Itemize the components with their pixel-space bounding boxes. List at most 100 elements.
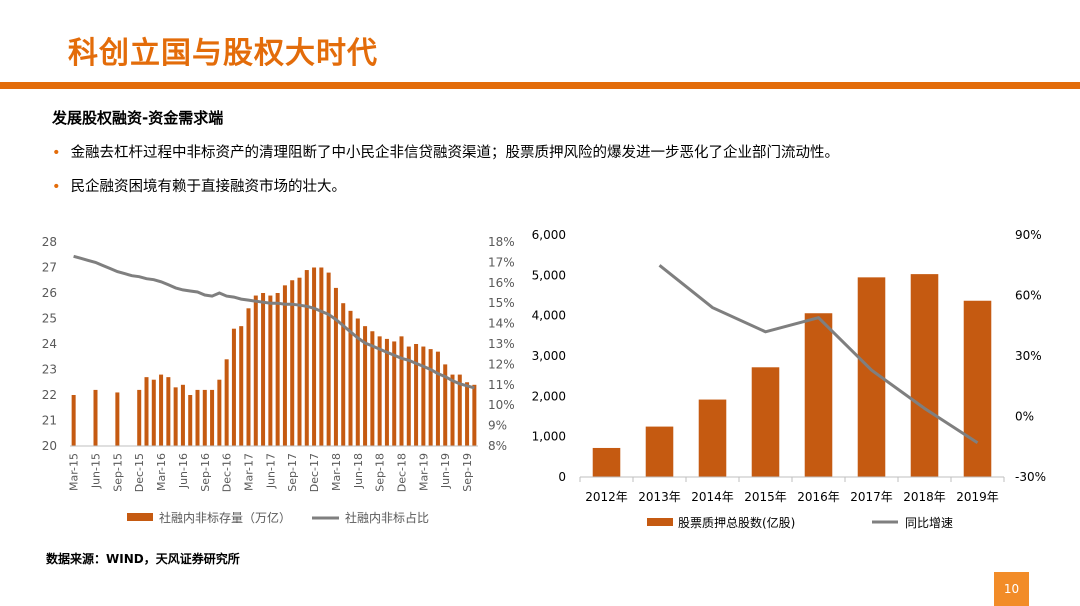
bar-pledged-shares	[804, 313, 833, 477]
line-nonstandard-ratio	[73, 254, 475, 390]
bar-nonstandard-stock	[450, 374, 455, 446]
bar-nonstandard-stock	[137, 389, 142, 446]
bar-nonstandard-stock	[443, 364, 448, 446]
bar-nonstandard-stock	[319, 267, 324, 446]
bar-nonstandard-stock	[173, 387, 178, 446]
x-tick-label: 2017年	[850, 490, 893, 504]
bar-nonstandard-stock	[414, 344, 419, 446]
y-left-tick-label: 0	[558, 470, 566, 484]
bar-nonstandard-stock	[406, 346, 411, 446]
y-right-tick-label: 17%	[488, 255, 515, 269]
x-tick-label: Sep-17	[286, 453, 299, 492]
x-tick-label: Mar-19	[417, 453, 430, 491]
bar-nonstandard-stock	[363, 326, 368, 446]
bar-nonstandard-stock	[144, 377, 149, 446]
legend-label-line: 社融内非标占比	[345, 510, 429, 525]
bar-nonstandard-stock	[348, 310, 353, 446]
slide-title: 科创立国与股权大时代	[68, 36, 378, 71]
y-right-tick-label: 90%	[1015, 228, 1042, 242]
y-left-tick-label: 2,000	[532, 389, 566, 403]
bar-nonstandard-stock	[472, 384, 477, 446]
x-tick-label: Jun-17	[264, 453, 277, 489]
bar-nonstandard-stock	[151, 379, 156, 446]
x-tick-label: Sep-19	[461, 453, 474, 492]
bar-nonstandard-stock	[312, 267, 317, 446]
bar-nonstandard-stock	[195, 389, 200, 446]
y-right-tick-label: 0%	[1015, 410, 1034, 424]
section-heading: 发展股权融资-资金需求端	[52, 109, 224, 127]
bullet-dot-icon: •	[52, 145, 61, 161]
x-tick-label: Jun-18	[352, 453, 365, 489]
y-left-tick-label: 5,000	[532, 268, 566, 282]
bar-nonstandard-stock	[326, 272, 331, 446]
bar-nonstandard-stock	[341, 303, 346, 446]
bar-nonstandard-stock	[231, 328, 236, 446]
y-left-tick-label: 4,000	[532, 309, 566, 323]
bar-nonstandard-stock	[275, 293, 280, 446]
bar-pledged-shares	[592, 447, 621, 477]
page-number-badge: 10	[994, 572, 1029, 606]
bar-nonstandard-stock	[370, 331, 375, 446]
x-tick-label: Jun-19	[439, 453, 452, 489]
bar-nonstandard-stock	[355, 318, 360, 446]
bar-nonstandard-stock	[202, 389, 207, 446]
x-tick-label: Mar-17	[243, 453, 256, 491]
bar-nonstandard-stock	[465, 382, 470, 446]
y-left-tick-label: 3,000	[532, 349, 566, 363]
x-tick-label: Jun-15	[90, 453, 103, 489]
x-tick-label: Mar-15	[68, 453, 81, 491]
bar-nonstandard-stock	[297, 277, 302, 446]
bar-nonstandard-stock	[71, 395, 76, 446]
x-tick-label: 2013年	[638, 490, 681, 504]
bar-pledged-shares	[698, 399, 727, 477]
bar-pledged-shares	[910, 274, 939, 477]
bar-nonstandard-stock	[210, 389, 215, 446]
bar-nonstandard-stock	[246, 308, 251, 446]
y-left-tick-label: 27	[42, 261, 57, 275]
bar-nonstandard-stock	[268, 295, 273, 446]
x-tick-label: Dec-18	[396, 453, 409, 492]
bullet-item-2: • 民企融资困境有赖于直接融资市场的壮大。	[52, 175, 346, 196]
y-right-tick-label: 60%	[1015, 289, 1042, 303]
y-right-tick-label: 30%	[1015, 349, 1042, 363]
bar-nonstandard-stock	[421, 346, 426, 446]
bar-nonstandard-stock	[166, 377, 171, 446]
y-right-tick-label: 15%	[488, 296, 515, 310]
y-left-tick-label: 25	[42, 312, 57, 326]
bar-nonstandard-stock	[428, 349, 433, 446]
x-tick-label: 2019年	[956, 490, 999, 504]
title-underline-bar	[0, 82, 1080, 89]
line-yoy-growth	[658, 264, 979, 444]
y-right-tick-label: 9%	[488, 419, 507, 433]
legend-label-bar: 社融内非标存量（万亿）	[159, 510, 291, 525]
bar-nonstandard-stock	[180, 384, 185, 446]
legend-label-bar: 股票质押总股数(亿股)	[678, 515, 795, 530]
bar-nonstandard-stock	[159, 374, 164, 446]
bar-nonstandard-stock	[392, 341, 397, 446]
x-tick-label: Dec-16	[221, 453, 234, 492]
y-left-tick-label: 24	[42, 337, 57, 351]
data-source-note: 数据来源：WIND，天风证券研究所	[46, 552, 240, 566]
bar-nonstandard-stock	[93, 389, 98, 446]
y-right-tick-label: 8%	[488, 439, 507, 453]
x-tick-label: Sep-18	[374, 453, 387, 492]
y-left-tick-label: 26	[42, 286, 57, 300]
y-right-tick-label: 11%	[488, 378, 515, 392]
y-left-tick-label: 21	[42, 414, 57, 428]
x-tick-label: 2015年	[744, 490, 787, 504]
x-tick-label: 2016年	[797, 490, 840, 504]
x-tick-label: Dec-17	[308, 453, 321, 492]
bullet-dot-icon: •	[52, 179, 61, 195]
y-right-tick-label: 10%	[488, 398, 515, 412]
y-left-tick-label: 1,000	[532, 430, 566, 444]
y-right-tick-label: 16%	[488, 276, 515, 290]
y-right-tick-label: 18%	[488, 235, 515, 249]
bar-nonstandard-stock	[290, 280, 295, 446]
bar-pledged-shares	[645, 426, 674, 477]
bar-nonstandard-stock	[253, 295, 258, 446]
x-tick-label: Jun-16	[177, 453, 190, 489]
x-tick-label: Dec-15	[133, 453, 146, 492]
y-left-tick-label: 28	[42, 235, 57, 249]
bar-nonstandard-stock	[304, 270, 309, 446]
